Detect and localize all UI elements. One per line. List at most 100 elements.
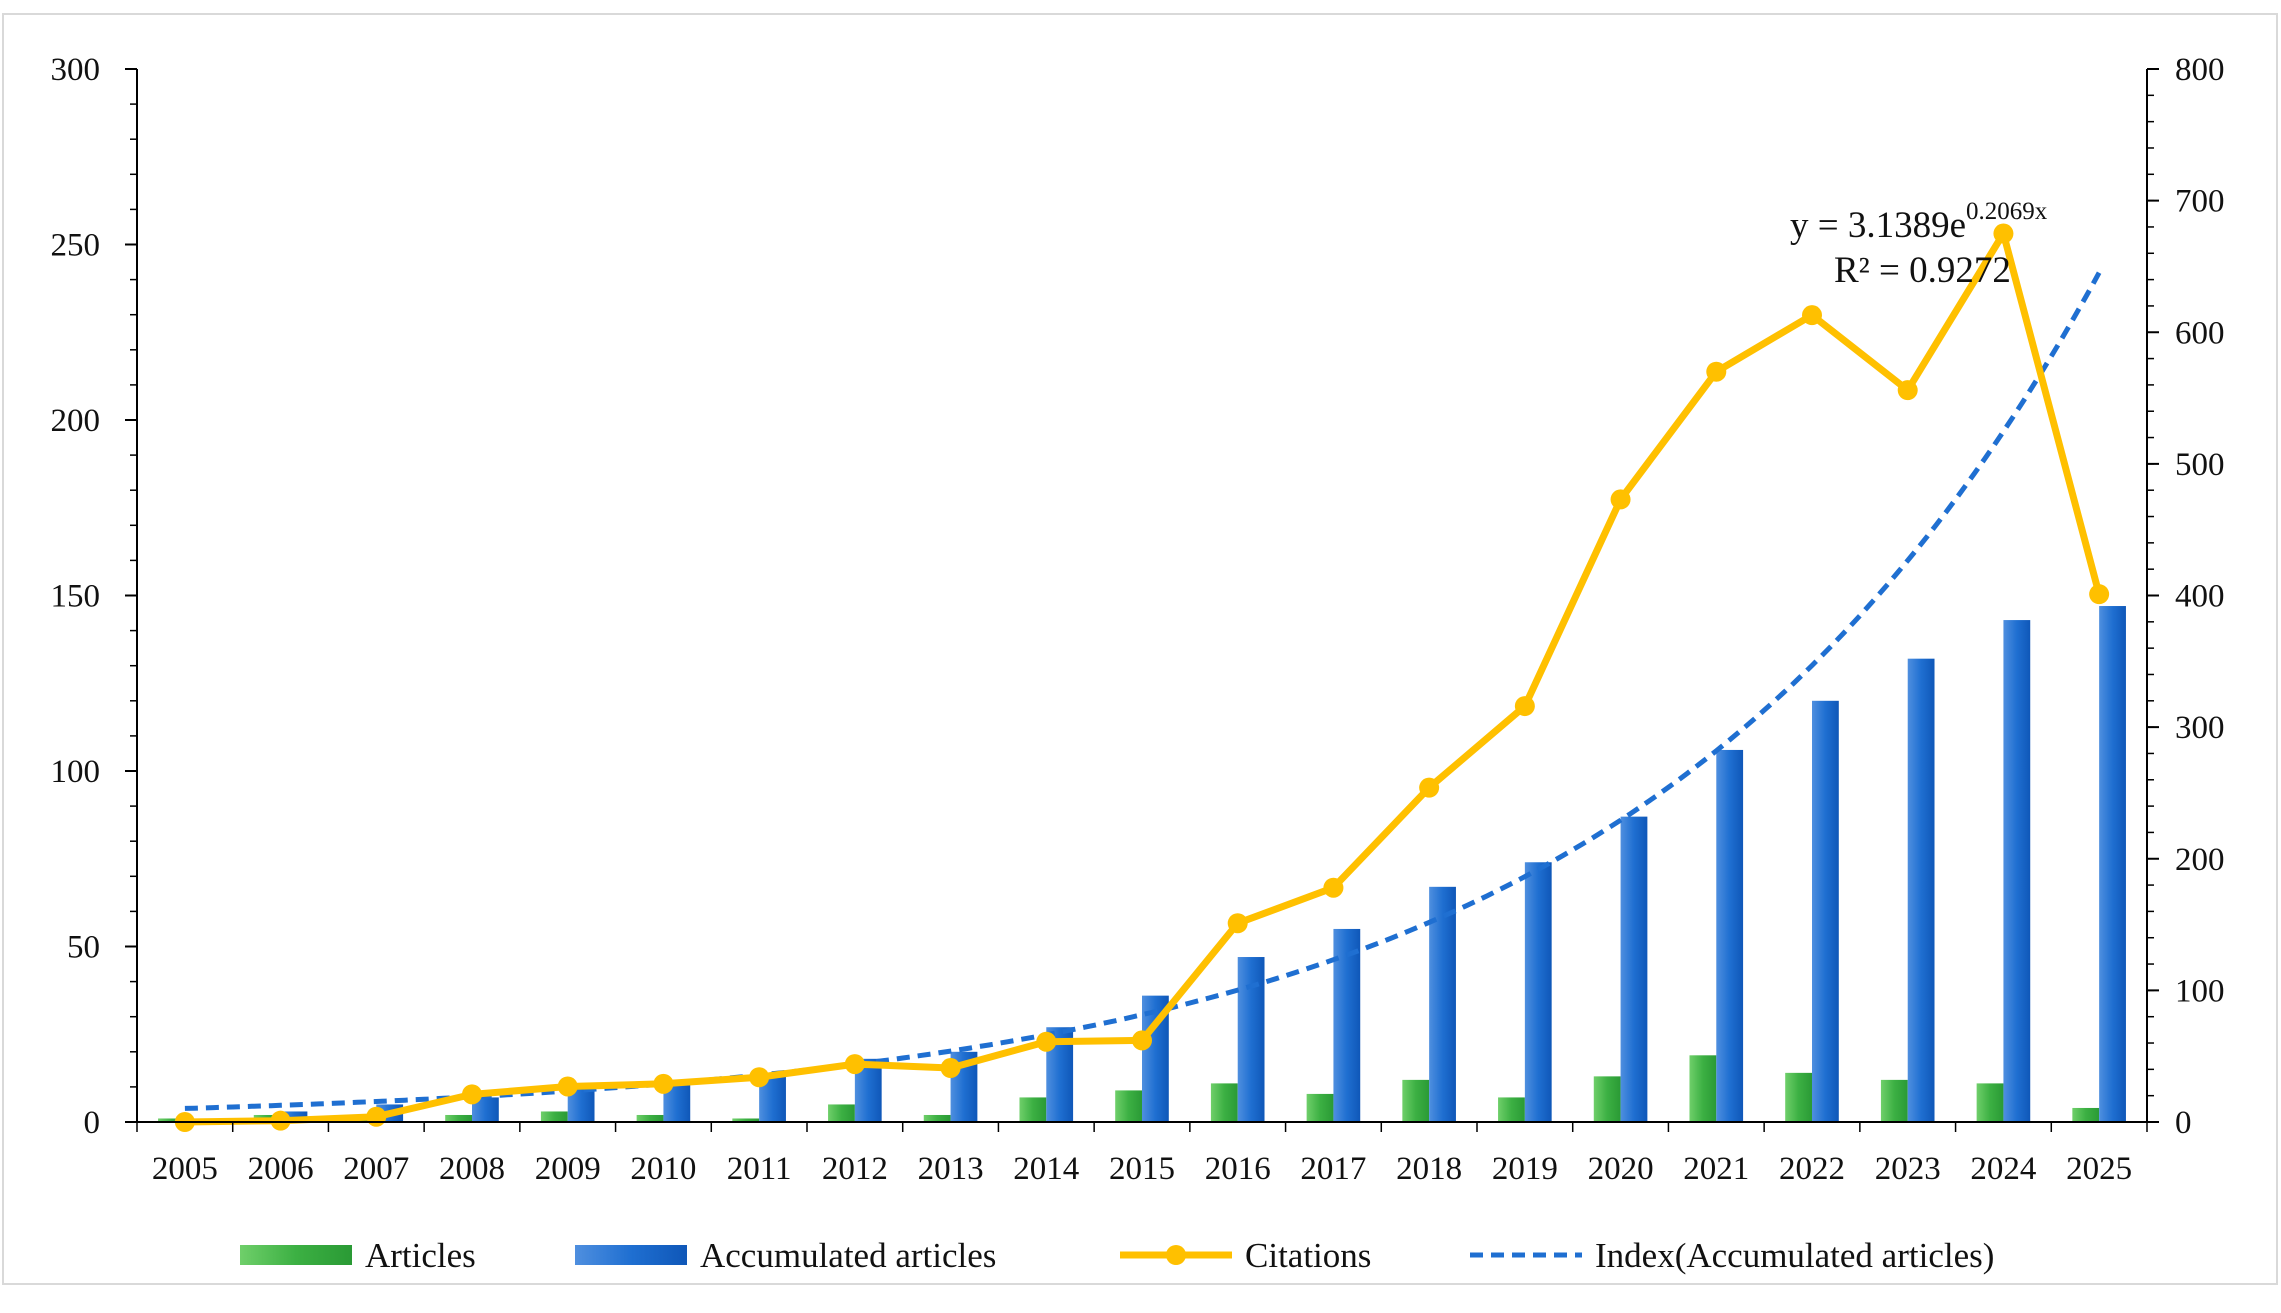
trendline-series: [184, 271, 2102, 1111]
left-tick-label: 0: [84, 1105, 101, 1141]
legend-swatch-marker: [1166, 1245, 1186, 1265]
x-tick-label: 2022: [1779, 1151, 1845, 1187]
articles-bar: [1115, 1090, 1142, 1122]
left-tick-label: 150: [51, 579, 101, 615]
citations-point: [557, 1076, 578, 1097]
chart-frame: [2, 13, 2278, 1285]
articles-bar: [828, 1104, 855, 1122]
right-tick-label: 300: [2175, 710, 2225, 746]
articles-bar: [636, 1114, 664, 1122]
x-tick-label: 2014: [1013, 1151, 1079, 1187]
right-tick-label: 400: [2175, 579, 2225, 615]
bar-series: [158, 606, 2126, 1122]
articles-bar: [1976, 1083, 2004, 1122]
citations-point: [940, 1058, 961, 1079]
accumulated-articles-bar: [1333, 928, 1361, 1122]
trend-equation: y = 3.1389e0.2069x R² = 0.9272: [1790, 198, 2048, 291]
citations-point: [1897, 380, 1918, 401]
x-tick-label: 2015: [1109, 1151, 1175, 1187]
accumulated-articles-bar: [1524, 862, 1552, 1122]
legend-label: Articles: [365, 1236, 476, 1275]
articles-bar: [1498, 1097, 1525, 1122]
accumulated-articles-bar: [2099, 606, 2126, 1122]
x-axis: 2005 2006 2007 2008 2009 2010 2011 2012 2013 2014…: [136, 1121, 2148, 1187]
x-tick-label: 2019: [1492, 1151, 1558, 1187]
left-tick-label: 300: [51, 52, 101, 88]
citations-line: [184, 230, 2103, 1126]
citations-point: [1514, 696, 1535, 717]
legend-swatch: [240, 1245, 352, 1265]
articles-bar: [2072, 1107, 2100, 1122]
articles-bar: [1785, 1072, 1812, 1122]
citations-point: [2089, 584, 2110, 605]
accumulated-articles-bar: [1907, 658, 1935, 1122]
articles-bar: [1593, 1076, 1621, 1122]
x-tick-label: 2018: [1396, 1151, 1462, 1187]
x-tick-label: 2006: [248, 1151, 314, 1187]
legend-label: Accumulated articles: [700, 1236, 996, 1275]
x-tick-label: 2021: [1683, 1151, 1749, 1187]
accumulated-articles-bar: [1237, 957, 1265, 1122]
accumulated-articles-bar: [1812, 700, 1839, 1122]
legend: Articles Accumulated articles Citations Ind…: [240, 1236, 1994, 1275]
left-tick-label: 50: [67, 930, 100, 966]
citations-point: [270, 1110, 291, 1131]
accumulated-articles-bar: [1620, 816, 1648, 1122]
citations-point: [1036, 1031, 1057, 1052]
x-tick-label: 2023: [1875, 1151, 1941, 1187]
right-tick-label: 100: [2175, 973, 2225, 1009]
left-y-axis: 0 50 100 150 200 250 300: [51, 52, 138, 1141]
x-tick-label: 2024: [1970, 1151, 2036, 1187]
citations-point: [1706, 361, 1727, 382]
equation-exponent: 0.2069x: [1966, 198, 2048, 225]
legend-citations: Citations: [1120, 1236, 1371, 1275]
right-y-axis: 0 100 200 300 400 500 600 700 800: [2146, 52, 2225, 1141]
accumulated-articles-bar: [1429, 886, 1456, 1122]
citations-point: [653, 1073, 674, 1094]
x-tick-label: 2025: [2066, 1151, 2132, 1187]
right-tick-label: 800: [2175, 52, 2225, 88]
articles-bar: [540, 1111, 568, 1122]
articles-bar: [1210, 1083, 1238, 1122]
accumulated-articles-bar: [2003, 620, 2031, 1122]
left-tick-label: 250: [51, 228, 101, 264]
citations-point: [1132, 1030, 1152, 1051]
articles-bar: [923, 1114, 951, 1122]
r-squared-text: R² = 0.9272: [1834, 250, 2011, 291]
x-tick-label: 2016: [1205, 1151, 1271, 1187]
citations-point: [462, 1084, 482, 1105]
articles-bar: [158, 1118, 185, 1122]
citations-series: [174, 223, 2110, 1132]
x-tick-label: 2013: [918, 1151, 984, 1187]
x-tick-label: 2008: [439, 1151, 505, 1187]
x-tick-label: 2007: [343, 1151, 409, 1187]
legend-accumulated-articles: Accumulated articles: [575, 1236, 996, 1275]
articles-bar: [1689, 1055, 1717, 1122]
x-tick-label: 2009: [535, 1151, 601, 1187]
right-tick-label: 700: [2175, 184, 2225, 220]
legend-articles: Articles: [240, 1236, 476, 1275]
articles-bar: [732, 1118, 760, 1122]
citations-point: [749, 1067, 770, 1088]
legend-index: Index(Accumulated articles): [1470, 1236, 1994, 1275]
x-tick-label: 2017: [1300, 1151, 1366, 1187]
left-tick-label: 100: [51, 754, 101, 790]
legend-label: Index(Accumulated articles): [1595, 1236, 1994, 1275]
citations-point: [1227, 913, 1248, 934]
equation-text: y = 3.1389e0.2069x: [1790, 198, 2048, 246]
x-tick-label: 2005: [152, 1151, 218, 1187]
accumulated-articles-bar: [1716, 749, 1744, 1122]
x-tick-label: 2012: [822, 1151, 888, 1187]
citations-point: [1419, 777, 1440, 798]
legend-label: Citations: [1245, 1236, 1371, 1275]
right-tick-label: 600: [2175, 315, 2225, 351]
legend-swatch: [575, 1245, 687, 1265]
index-trendline: [184, 271, 2102, 1111]
articles-bar: [1880, 1079, 1908, 1122]
right-tick-label: 500: [2175, 447, 2225, 483]
x-tick-label: 2011: [727, 1151, 792, 1187]
articles-bar: [1306, 1093, 1334, 1122]
right-tick-label: 0: [2175, 1105, 2192, 1141]
